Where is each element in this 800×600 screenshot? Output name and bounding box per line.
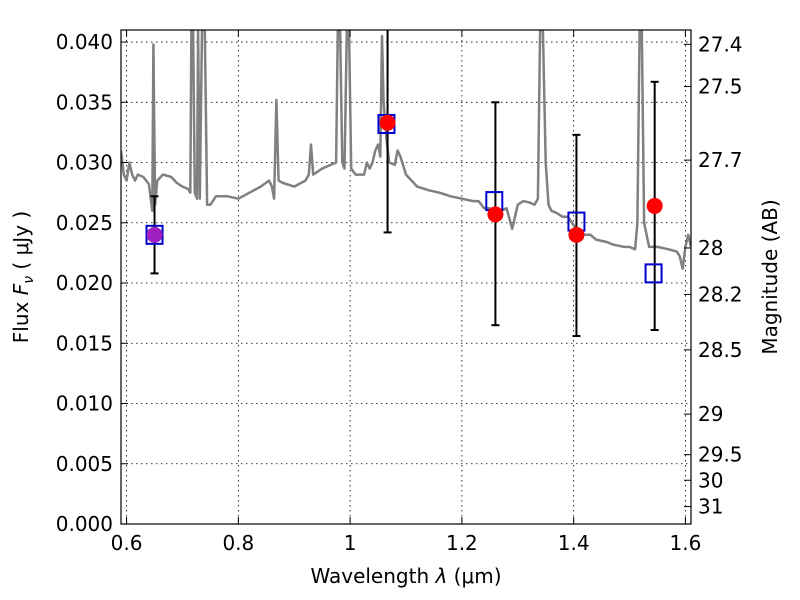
y-axis-title-suffix: ( μJy ) xyxy=(9,211,33,276)
y-tick-label: 0.040 xyxy=(56,30,113,54)
grid-lines xyxy=(121,30,691,525)
y2-tick-label: 28 xyxy=(698,236,723,260)
x-axis-title: Wavelength λ (μm) xyxy=(310,564,501,588)
y2-tick-label: 29.5 xyxy=(698,443,743,467)
y-axis-title-symbol: F xyxy=(9,283,33,295)
plot-area xyxy=(121,30,691,270)
x-tick-label: 0.6 xyxy=(111,531,143,555)
y-tick-label: 0.000 xyxy=(56,512,113,536)
y-tick-label: 0.030 xyxy=(56,151,113,175)
model-spectrum-line xyxy=(121,30,691,270)
y-tick-label: 0.015 xyxy=(56,331,113,355)
observed-flux-point xyxy=(568,226,585,243)
y2-tick-label: 29 xyxy=(698,402,723,426)
y2-tick-label: 27.4 xyxy=(698,32,743,56)
plot-frame xyxy=(120,29,692,525)
y2-tick-label: 27.5 xyxy=(698,75,743,99)
x-tick-label: 0.8 xyxy=(222,531,254,555)
y-axis-title: Flux Fν ( μJy ) xyxy=(9,211,37,343)
axis-ticks: 0.6 0.8 1 1.2 1.4 1.6 0.000 0.005 0.010 0.015 0.02… xyxy=(56,30,743,555)
x-axis-title-symbol: λ xyxy=(434,564,447,588)
observed-flux-point xyxy=(379,114,396,131)
x-tick-label: 1.6 xyxy=(670,531,702,555)
y-tick-label: 0.020 xyxy=(56,271,113,295)
x-tick-label: 1.4 xyxy=(558,531,590,555)
y2-tick-label: 27.7 xyxy=(698,148,743,172)
y2-tick-label: 30 xyxy=(698,468,723,492)
y-tick-label: 0.025 xyxy=(56,211,113,235)
y2-axis-title: Magnitude (AB) xyxy=(758,199,782,354)
x-axis-title-prefix: Wavelength xyxy=(310,564,435,588)
error-bars xyxy=(145,30,663,338)
y-tick-label: 0.035 xyxy=(56,90,113,114)
x-tick-label: 1 xyxy=(344,531,357,555)
observed-flux-point xyxy=(646,197,663,214)
y2-tick-label: 28.5 xyxy=(698,338,743,362)
x-tick-label: 1.2 xyxy=(446,531,478,555)
y-axis-title-sub: ν xyxy=(21,276,37,284)
y-tick-label: 0.010 xyxy=(56,392,113,416)
y2-tick-label: 31 xyxy=(698,495,723,519)
model-photometry-square xyxy=(644,263,663,284)
x-axis-title-suffix: (μm) xyxy=(447,564,501,588)
y-tick-label: 0.005 xyxy=(56,452,113,476)
observed-flux-point xyxy=(146,226,163,243)
y2-tick-label: 28.2 xyxy=(698,282,743,306)
observed-flux-point xyxy=(487,206,504,223)
y-axis-title-prefix: Flux xyxy=(9,295,33,343)
